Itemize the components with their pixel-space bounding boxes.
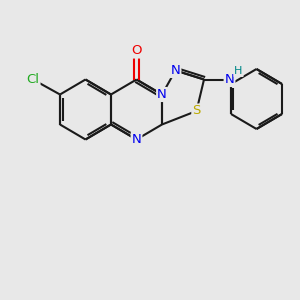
Text: O: O [131, 44, 142, 58]
Text: N: N [171, 64, 180, 77]
Text: Cl: Cl [26, 73, 40, 86]
Text: N: N [132, 133, 141, 146]
Text: N: N [225, 73, 234, 86]
Text: S: S [192, 104, 201, 118]
Text: N: N [157, 88, 167, 101]
Text: H: H [234, 66, 243, 76]
